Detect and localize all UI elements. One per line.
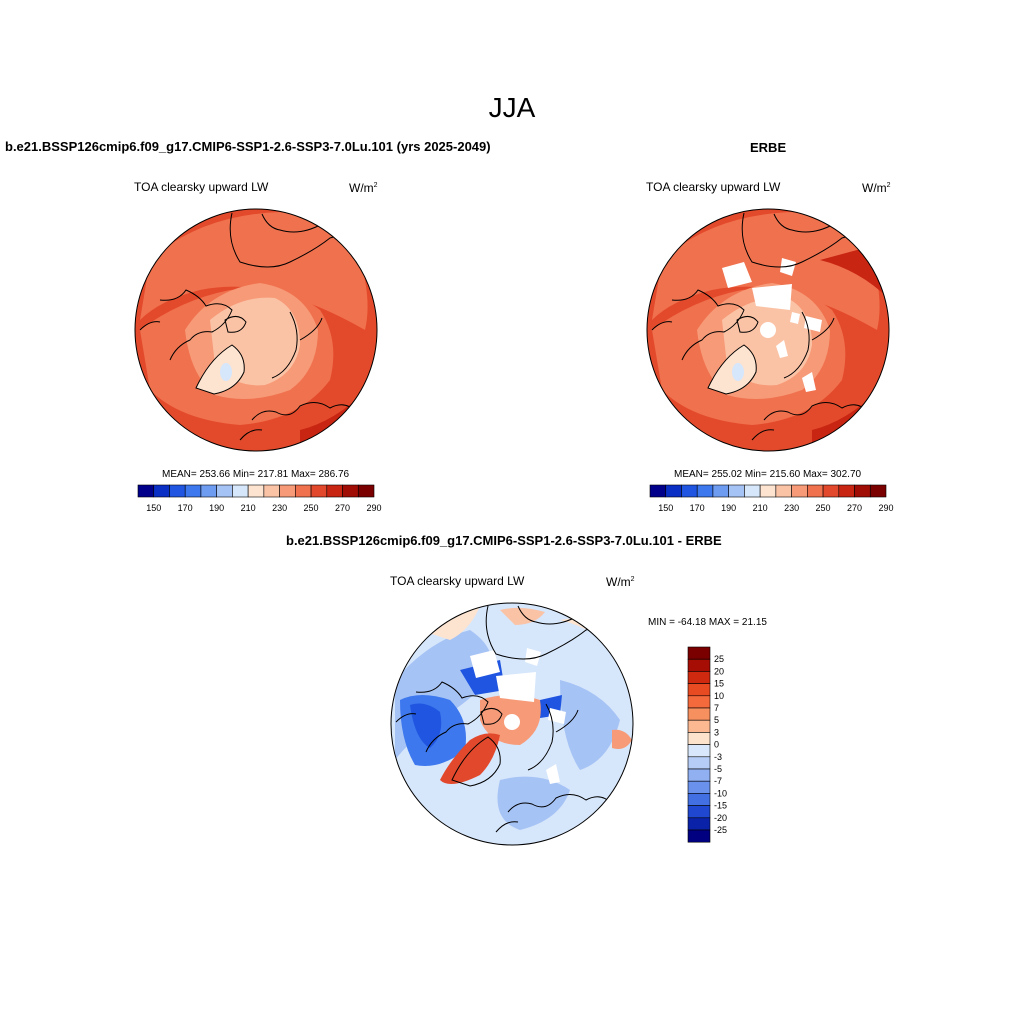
colorbar-top-right-swatch [807, 484, 824, 498]
colorbar-bottom-tick-label: -3 [714, 752, 722, 762]
colorbar-bottom-swatch [687, 756, 711, 770]
map-top-right [646, 208, 890, 452]
colorbar-bottom-tick-label: -15 [714, 801, 727, 811]
colorbar-bottom-swatch [687, 829, 711, 843]
colorbar-top-left-swatch [137, 484, 155, 498]
panel-bottom-units: W/m2 [606, 575, 635, 589]
panel-top-left-units: W/m2 [349, 181, 378, 195]
colorbar-top-left-swatch [357, 484, 375, 498]
panel-top-left-stats: MEAN= 253.66 Min= 217.81 Max= 286.76 [162, 469, 350, 480]
colorbar-top-left-tick-label: 250 [304, 503, 319, 513]
colorbar-top-left-tick-label: 290 [366, 503, 381, 513]
colorbar-top-right-tick-label: 250 [816, 503, 831, 513]
colorbar-top-right-swatch [649, 484, 667, 498]
colorbar-top-right-swatch [822, 484, 840, 498]
colorbar-bottom-tick-label: -5 [714, 764, 722, 774]
panel-top-right-units: W/m2 [862, 181, 891, 195]
colorbar-top-right-swatch [775, 484, 792, 498]
panel-top-left-variable-label: TOA clearsky upward LW [134, 180, 269, 194]
colorbar-bottom-swatch [687, 744, 711, 758]
colorbar-top-right-swatch [744, 484, 761, 498]
colorbar-bottom-swatch [687, 732, 711, 745]
colorbar-top-left-tick-label: 170 [178, 503, 193, 513]
colorbar-bottom-swatch [687, 658, 711, 672]
colorbar-top-left-tick-label: 150 [146, 503, 161, 513]
colorbar-top-left-swatch [247, 484, 265, 498]
colorbar-top-right-tick-label: 230 [784, 503, 799, 513]
panel-top-right-variable-label: TOA clearsky upward LW [646, 180, 781, 194]
colorbar-top-left-swatch [216, 484, 233, 498]
colorbar-top-right-swatch [665, 484, 682, 498]
colorbar-top-left-swatch [295, 484, 312, 498]
colorbar-top-right: 150 170 190 210 230 250 270 290 [649, 484, 894, 513]
colorbar-top-left-swatch [232, 484, 249, 498]
colorbar-bottom-swatch [687, 817, 711, 831]
season-title: JJA [488, 92, 536, 123]
colorbar-bottom-tick-label: 25 [714, 654, 724, 664]
colorbar-top-left-swatch [169, 484, 186, 498]
map-bottom-difference [390, 602, 634, 846]
panel-bottom-title: b.e21.BSSP126cmip6.f09_g17.CMIP6-SSP1-2.… [286, 533, 722, 548]
colorbar-bottom-tick-label: -7 [714, 776, 722, 786]
colorbar-bottom-tick-label: -10 [714, 788, 727, 798]
colorbar-top-left-swatch [153, 484, 170, 498]
panel-top-left-title: b.e21.BSSP126cmip6.f09_g17.CMIP6-SSP1-2.… [5, 139, 491, 154]
colorbar-bottom-tick-label: 15 [714, 679, 724, 689]
colorbar-top-left: 150 170 190 210 230 250 270 290 [137, 484, 382, 513]
panel-bottom-stats: MIN = -64.18 MAX = 21.15 [648, 617, 767, 628]
panel-top-right-title: ERBE [750, 140, 787, 155]
colorbar-top-right-swatch [728, 484, 745, 498]
colorbar-bottom-swatch [687, 646, 711, 660]
colorbar-bottom-tick-label: 0 [714, 740, 719, 750]
colorbar-bottom-swatch [687, 793, 711, 806]
colorbar-bottom-tick-label: -20 [714, 813, 727, 823]
colorbar-top-right-tick-label: 270 [847, 503, 862, 513]
colorbar-bottom-tick-label: 10 [714, 691, 724, 701]
colorbar-top-right-swatch [712, 484, 729, 498]
colorbar-top-left-swatch [263, 484, 280, 498]
colorbar-top-right-swatch [869, 484, 887, 498]
colorbar-bottom-swatch [687, 805, 711, 819]
colorbar-top-left-tick-label: 230 [272, 503, 287, 513]
colorbar-bottom-swatch [687, 768, 711, 782]
colorbar-bottom-tick-label: 3 [714, 727, 719, 737]
colorbar-top-left-tick-label: 210 [241, 503, 256, 513]
colorbar-top-right-swatch [791, 484, 808, 498]
colorbar-top-left-swatch [184, 484, 202, 498]
colorbar-top-right-tick-label: 210 [753, 503, 768, 513]
colorbar-top-right-swatch [696, 484, 714, 498]
colorbar-bottom-tick-label: 5 [714, 715, 719, 725]
colorbar-bottom-swatch [687, 707, 711, 721]
colorbar-bottom-tick-label: -25 [714, 825, 727, 835]
colorbar-top-left-tick-label: 270 [335, 503, 350, 513]
colorbar-top-right-tick-label: 170 [690, 503, 705, 513]
colorbar-bottom-swatch [687, 683, 711, 697]
colorbar-top-right-swatch [681, 484, 698, 498]
colorbar-top-right-tick-label: 290 [878, 503, 893, 513]
colorbar-bottom-swatch [687, 780, 711, 794]
colorbar-top-right-swatch [854, 484, 871, 498]
panel-bottom-variable-label: TOA clearsky upward LW [390, 574, 525, 588]
colorbar-bottom-vertical: 25 20 15 10 7 5 3 0 -3 -5 -7 -10 -15 -20 -25 [687, 646, 727, 843]
colorbar-top-left-swatch [279, 484, 296, 498]
colorbar-top-left-swatch [200, 484, 217, 498]
colorbar-bottom-tick-label: 7 [714, 703, 719, 713]
colorbar-top-right-swatch [838, 484, 855, 498]
colorbar-bottom-swatch [687, 695, 711, 709]
colorbar-top-left-swatch [342, 484, 359, 498]
panel-top-right-stats: MEAN= 255.02 Min= 215.60 Max= 302.70 [674, 469, 862, 480]
colorbar-top-right-tick-label: 190 [721, 503, 736, 513]
colorbar-top-right-tick-label: 150 [658, 503, 673, 513]
colorbar-top-left-tick-label: 190 [209, 503, 224, 513]
map-top-left [134, 208, 378, 452]
colorbar-bottom-swatch [687, 719, 711, 733]
colorbar-top-left-swatch [310, 484, 328, 498]
colorbar-bottom-swatch [687, 671, 711, 684]
colorbar-top-right-swatch [759, 484, 777, 498]
colorbar-top-left-swatch [326, 484, 343, 498]
colorbar-bottom-tick-label: 20 [714, 666, 724, 676]
